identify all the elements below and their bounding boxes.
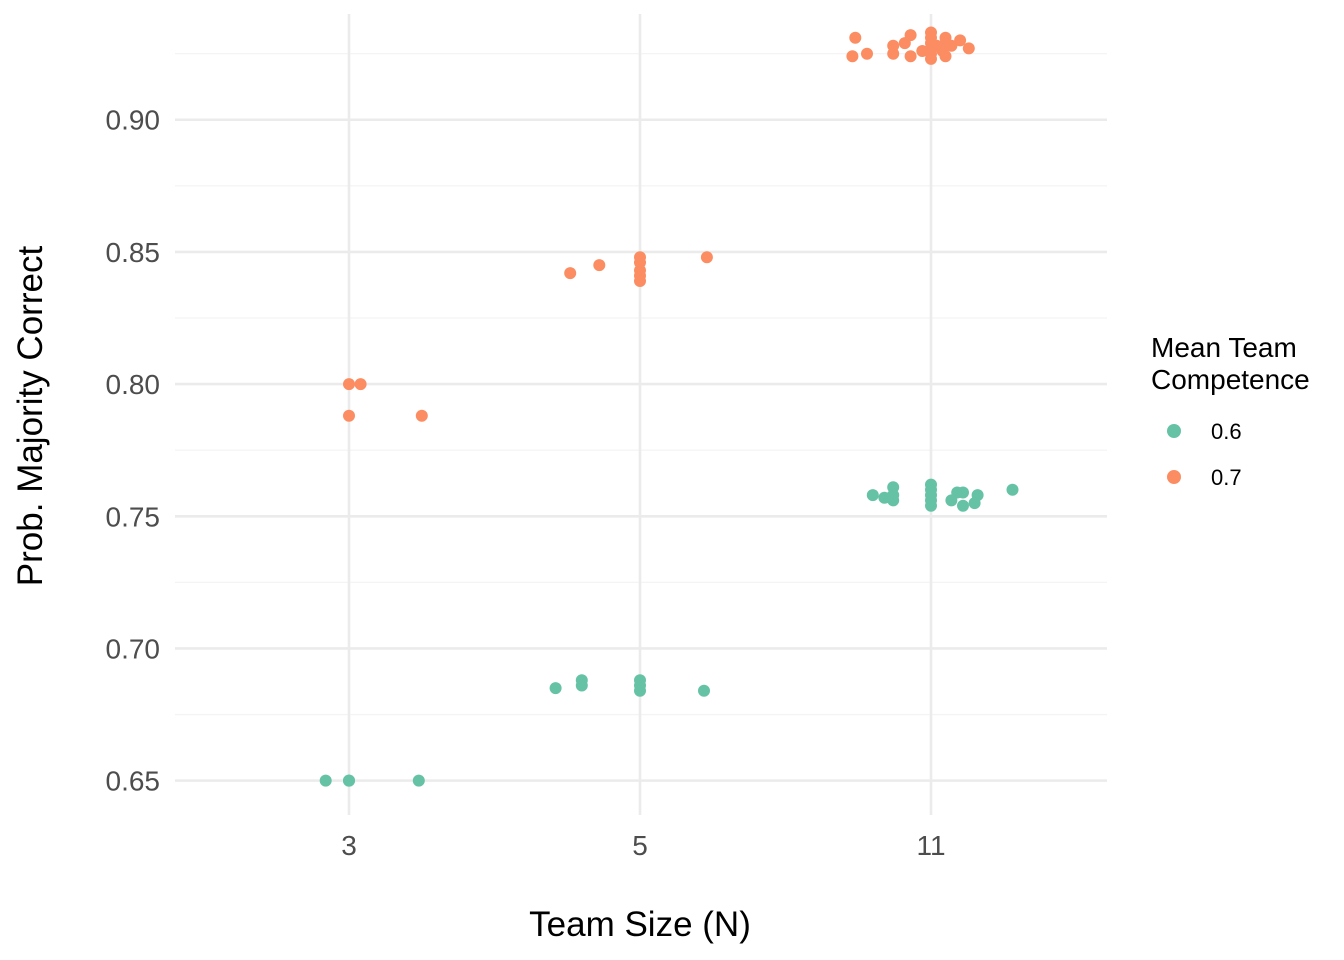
data-point xyxy=(634,674,646,687)
data-point xyxy=(343,774,355,787)
y-axis-title: Prob. Majority Correct xyxy=(11,246,50,587)
data-point xyxy=(957,499,969,512)
data-point xyxy=(904,29,917,42)
data-point xyxy=(866,489,879,502)
y-axis-tick-labels: 0.65 0.70 0.75 0.80 0.85 0.90 xyxy=(106,105,161,797)
data-point xyxy=(354,378,367,391)
legend-title-line-2: Competence xyxy=(1151,364,1310,395)
data-point xyxy=(415,409,428,422)
x-tick-label: 11 xyxy=(916,830,945,861)
legend-key xyxy=(1167,424,1181,438)
y-tick-label: 0.85 xyxy=(106,237,161,268)
data-point xyxy=(887,39,900,52)
x-axis-tick-labels: 3 5 11 xyxy=(341,830,945,861)
x-axis-title: Team Size (N) xyxy=(529,905,751,944)
data-point xyxy=(954,34,967,47)
data-point xyxy=(925,478,937,491)
data-point xyxy=(634,251,646,264)
y-tick-label: 0.80 xyxy=(106,369,161,400)
y-tick-label: 0.75 xyxy=(106,501,161,532)
data-point xyxy=(549,682,562,695)
data-point xyxy=(846,50,859,63)
data-point xyxy=(698,684,710,697)
data-point xyxy=(945,39,958,52)
legend-key xyxy=(1167,470,1181,484)
legend-label: 0.7 xyxy=(1211,465,1242,490)
data-point xyxy=(861,47,873,60)
data-point xyxy=(904,50,917,63)
data-point xyxy=(343,378,355,391)
data-point xyxy=(849,31,862,44)
legend-title-line-1: Mean Team xyxy=(1151,332,1297,363)
data-point xyxy=(957,486,969,499)
y-tick-label: 0.90 xyxy=(106,105,161,136)
x-tick-label: 3 xyxy=(341,830,357,861)
data-point xyxy=(412,774,425,787)
data-point xyxy=(925,26,937,39)
legend-entries: 0.6 0.7 xyxy=(1167,419,1242,490)
y-tick-label: 0.65 xyxy=(106,766,161,797)
data-point xyxy=(700,251,713,264)
y-tick-label: 0.70 xyxy=(106,633,161,664)
data-point xyxy=(887,481,900,494)
data-point xyxy=(971,489,984,502)
data-point xyxy=(564,267,577,280)
data-point xyxy=(939,50,952,63)
data-point xyxy=(575,674,588,687)
data-point xyxy=(319,774,332,787)
data-point xyxy=(343,409,355,422)
data-point xyxy=(593,259,606,272)
data-points xyxy=(319,26,1019,787)
data-point xyxy=(962,42,975,55)
legend-label: 0.6 xyxy=(1211,419,1242,444)
data-point xyxy=(1006,483,1019,496)
x-tick-label: 5 xyxy=(632,830,648,861)
legend: Mean Team Competence 0.6 0.7 xyxy=(1151,332,1310,490)
